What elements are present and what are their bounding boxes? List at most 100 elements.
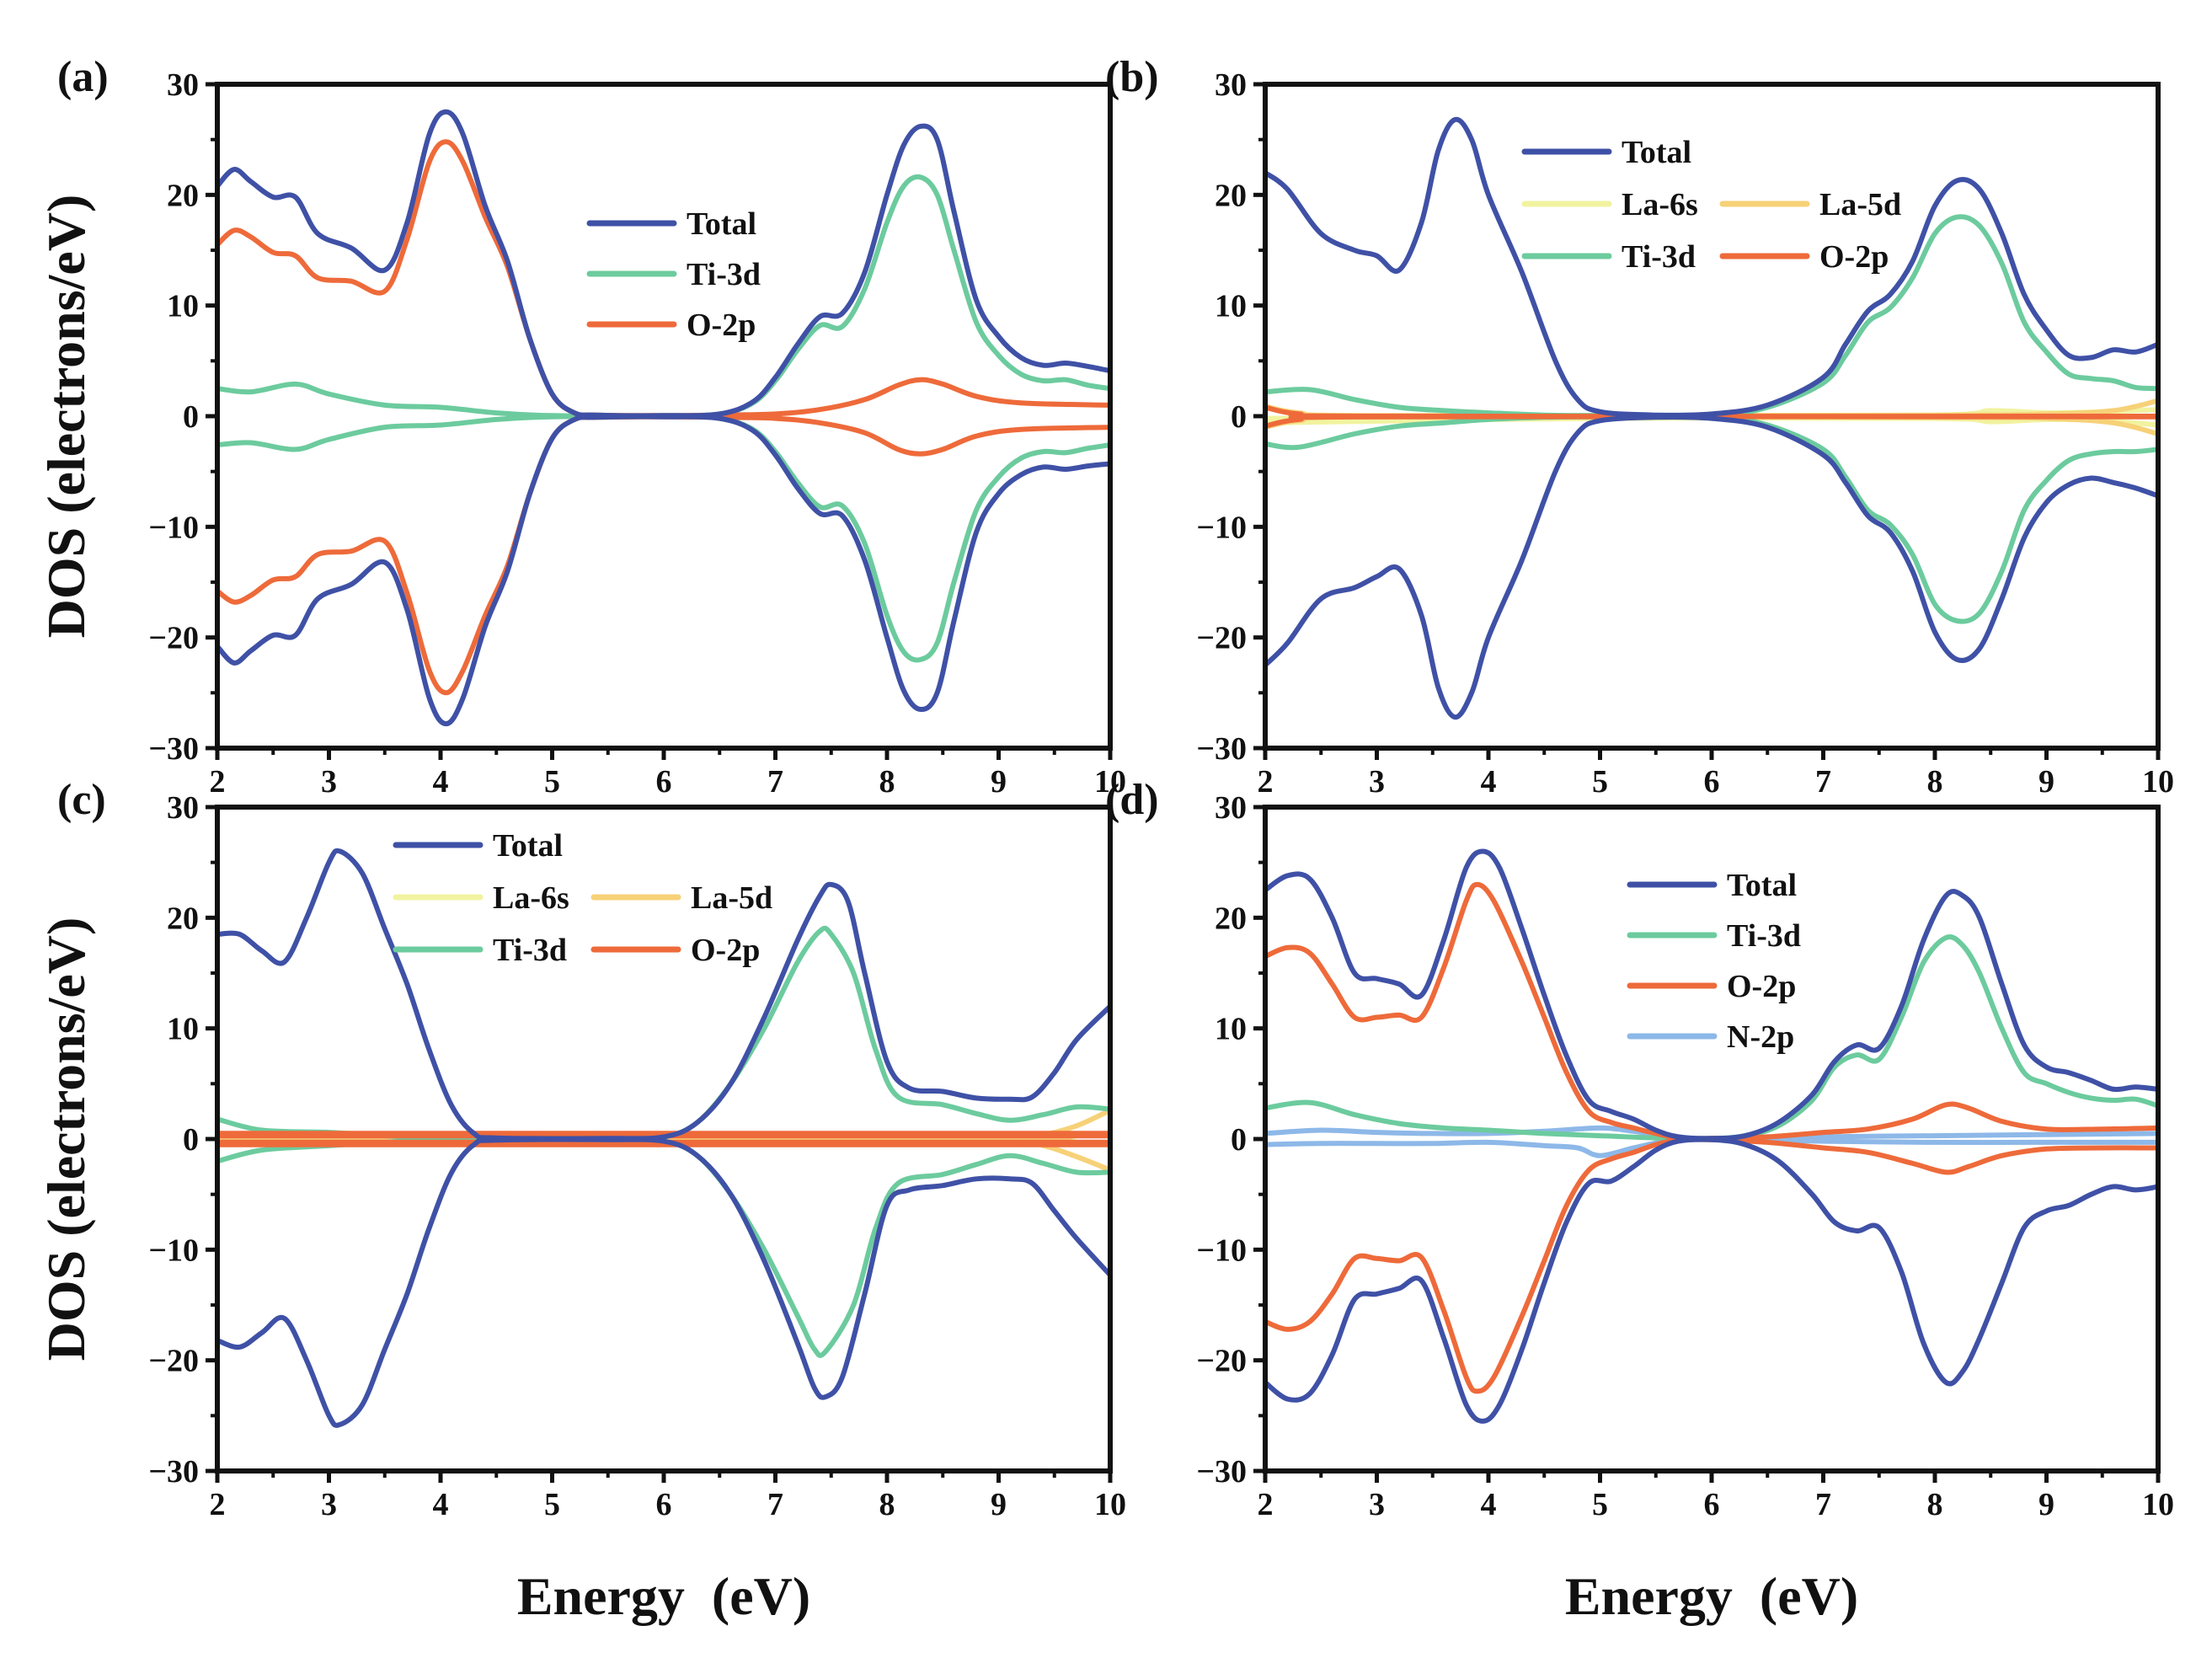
x-tick-label: 8 [1927,764,1943,800]
x-tick-label: 7 [767,764,783,800]
x-tick-label: 5 [544,1487,560,1522]
x-tick-label: 3 [321,764,337,800]
legend: Total Ti-3d O-2p [586,206,761,343]
legend-label-la-5d: La-5d [691,880,772,916]
series-total-spin-up [1265,116,2158,418]
x-tick-label: 3 [321,1487,337,1522]
x-tick-label: 8 [1927,1487,1943,1522]
series-total-spin-up [217,109,1110,419]
x-tick-label: 4 [433,1487,449,1522]
series-o-2p-spin-up [217,139,1110,419]
legend-label-la-5d: La-5d [1819,187,1901,222]
y-tick-label: 0 [183,399,199,435]
series-total-spin-down [217,1137,1110,1428]
y-tick-label: 20 [167,178,199,213]
x-tick-label: 6 [656,764,672,800]
legend-label-o-2p: O-2p [691,933,760,968]
legend: Total La-6s La-5d Ti-3d O-2p [1521,135,1901,275]
series-total-spin-down [217,414,1110,727]
x-tick-label: 4 [433,764,449,800]
legend-label-o-2p: O-2p [1727,969,1796,1004]
series-total-spin-down [1265,414,2158,720]
legend-label-ti-3d: Ti-3d [1727,918,1801,954]
series-n-2p-spin-up [1265,1125,2158,1142]
legend-label-o-2p: O-2p [1819,239,1889,275]
series-o-2p-spin-down [1265,414,2158,429]
x-tick-label: 9 [2038,1487,2054,1522]
x-tick-label: 8 [879,1487,895,1522]
y-tick-label: 20 [1215,178,1247,213]
x-tick-label: 4 [1481,1487,1497,1522]
x-tick-label: 10 [1094,1487,1126,1522]
series-o-2p-spin-up [1265,881,2158,1142]
y-tick-label: 10 [167,289,199,324]
y-tick-label: −10 [1196,1233,1247,1268]
y-tick-label: 30 [1215,67,1247,103]
x-tick-label: 10 [1094,764,1126,800]
y-tick-label: 10 [167,1012,199,1047]
series-total-spin-down [1265,1137,2158,1424]
x-tick-label: 4 [1481,764,1497,800]
x-tick-label: 10 [2142,1487,2174,1522]
legend-label-total: Total [493,828,563,864]
x-tick-label: 3 [1369,1487,1385,1522]
x-tick-label: 5 [544,764,560,800]
x-axis-title: Energy (eV) [1565,1566,1858,1626]
legend: Total Ti-3d O-2p N-2p [1627,868,1801,1055]
panel-4: 30 20 10 0 −10 −20 −30 2 3 4 5 6 7 8 9 10 (d) Energy (eV)… [1105,776,2174,1626]
panel-1: 30 20 10 0 −10 −20 −30 2 3 4 5 6 7 8 9 10 (a) DOS (electr… [36,53,1126,800]
legend-label-total: Total [1727,868,1797,903]
x-tick-label: 7 [767,1487,783,1522]
x-tick-label: 2 [1258,764,1274,800]
y-tick-label: 30 [167,67,199,103]
series-total-spin-up [1265,848,2158,1142]
panel-label: (c) [57,776,106,824]
y-tick-label: 20 [167,901,199,936]
y-tick-label: 0 [183,1122,199,1158]
x-tick-label: 2 [210,1487,226,1522]
y-tick-label: −10 [148,510,199,545]
y-axis-title: DOS (electrons/eV) [36,195,96,639]
y-tick-label: −30 [148,1454,199,1490]
x-tick-label: 6 [1704,1487,1720,1522]
panel-label: (d) [1105,776,1159,824]
y-tick-label: 20 [1215,901,1247,936]
series-ti-3d-spin-down [1265,414,2158,624]
series-ti-3d-spin-up [217,174,1110,419]
series-ti-3d-spin-up [1265,214,2158,419]
y-tick-label: 30 [167,790,199,826]
series-ti-3d-spin-up [217,925,1110,1142]
x-tick-label: 5 [1592,764,1608,800]
legend-label-ti-3d: Ti-3d [687,257,761,292]
y-tick-label: 0 [1231,1122,1247,1158]
panel-label: (a) [57,53,109,101]
x-tick-label: 5 [1592,1487,1608,1522]
x-tick-label: 9 [991,764,1007,800]
y-tick-label: −20 [1196,621,1247,656]
legend-label-ti-3d: Ti-3d [493,933,567,968]
legend-label-n-2p: N-2p [1727,1019,1794,1055]
series-total-spin-up [217,848,1110,1142]
x-tick-label: 8 [879,764,895,800]
y-tick-label: 30 [1215,790,1247,826]
y-tick-label: −20 [1196,1344,1247,1379]
legend-label-o-2p: O-2p [687,308,756,343]
panel-3: 30 20 10 0 −10 −20 −30 2 3 4 5 6 7 8 9 10 (c) DOS (electr… [36,776,1126,1626]
y-axis-title: DOS (electrons/eV) [36,917,96,1361]
x-tick-label: 6 [1704,764,1720,800]
y-tick-label: −30 [148,731,199,767]
x-tick-label: 7 [1815,1487,1831,1522]
y-tick-label: −20 [148,621,199,656]
x-tick-label: 7 [1815,764,1831,800]
legend-label-ti-3d: Ti-3d [1622,239,1696,275]
y-tick-label: −10 [1196,510,1247,545]
series-o-2p-spin-down [1265,1137,2158,1394]
x-tick-label: 9 [991,1487,1007,1522]
legend-label-total: Total [687,206,756,242]
y-tick-label: −30 [1196,1454,1247,1490]
legend-label-la-6s: La-6s [1622,187,1698,222]
series-o-2p-spin-down [217,414,1110,696]
y-tick-label: 0 [1231,399,1247,435]
y-tick-label: −20 [148,1344,199,1379]
